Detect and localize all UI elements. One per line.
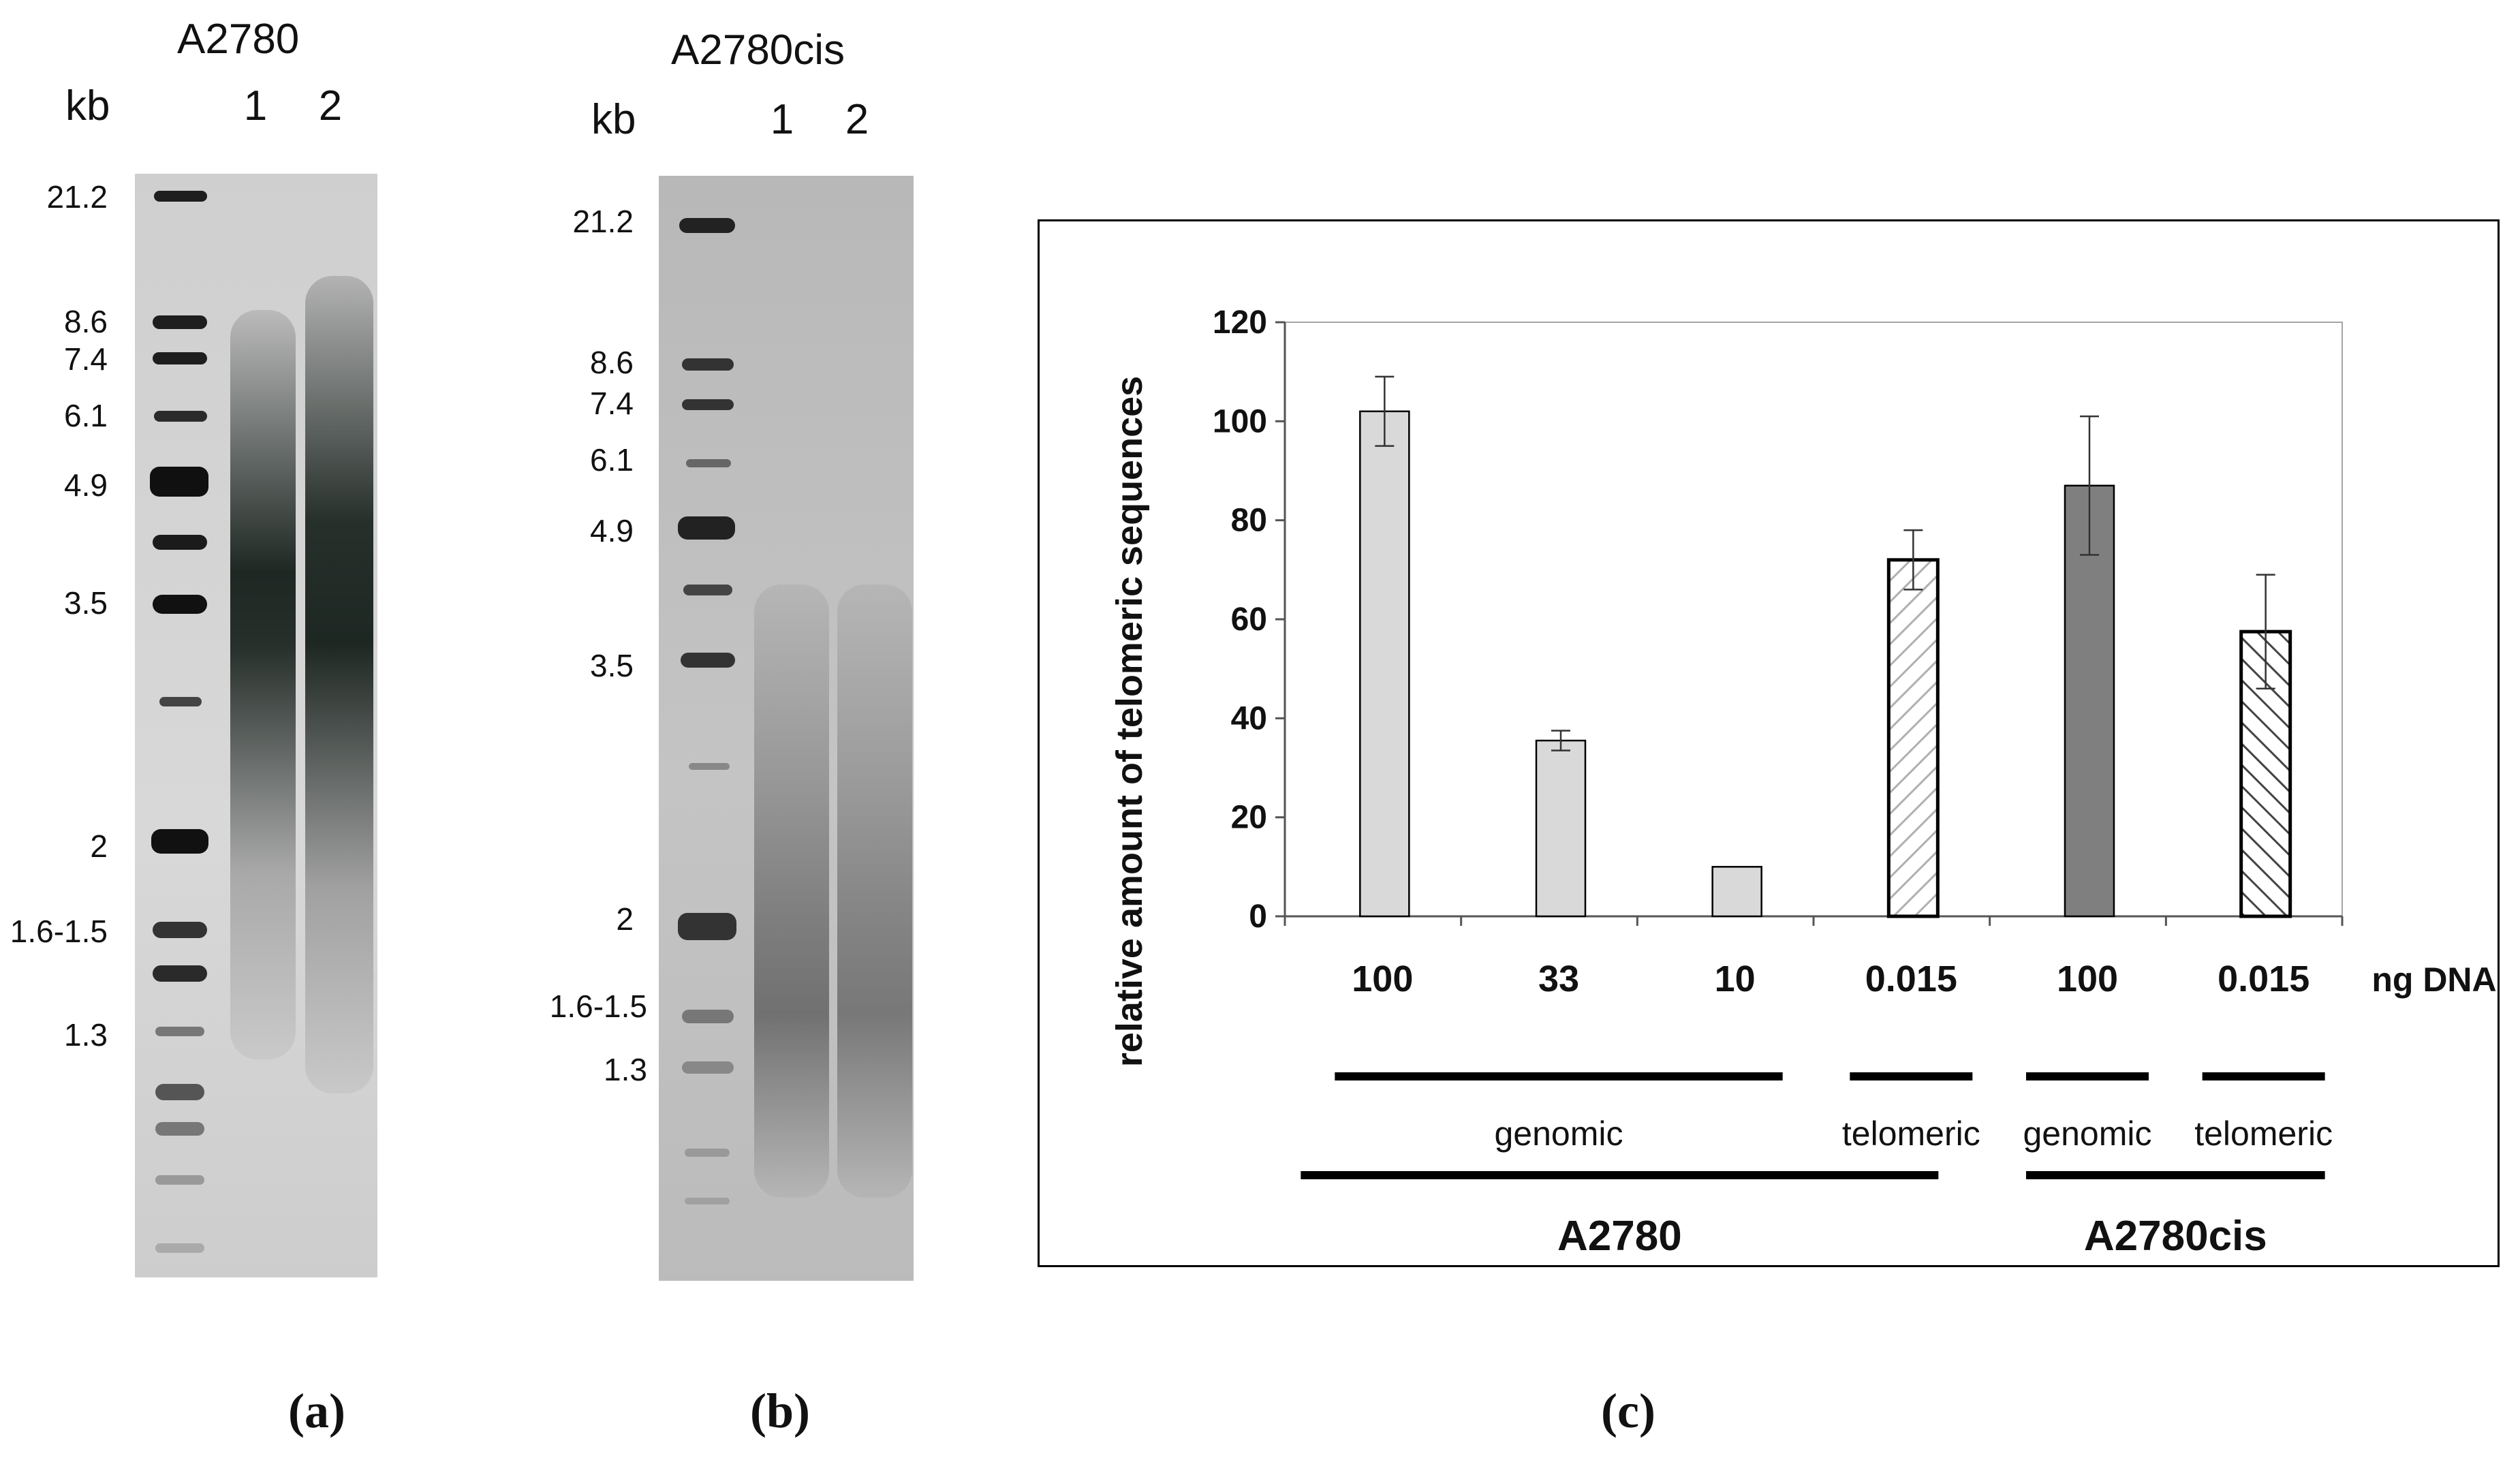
bar — [1711, 866, 1762, 918]
marker-label: 7.4 — [64, 341, 108, 377]
marker-label: 3.5 — [590, 648, 634, 683]
marker-label: 1.3 — [64, 1017, 108, 1053]
marker-label: 1.3 — [604, 1052, 647, 1087]
lane-number: 2 — [318, 82, 343, 129]
marker-label: 3.5 — [64, 585, 108, 621]
marker-label: 2 — [90, 828, 108, 864]
group-label: telomeric — [2194, 1115, 2333, 1153]
marker-label: 4.9 — [590, 513, 634, 548]
marker-label: 6.1 — [64, 398, 108, 433]
gel-image — [135, 174, 377, 1277]
bar — [1359, 410, 1410, 918]
group-label: genomic — [1495, 1115, 1623, 1153]
group-label: genomic — [2023, 1115, 2152, 1153]
group-label: telomeric — [1842, 1115, 1980, 1153]
marker-label: 2 — [616, 901, 634, 937]
kb-label: kb — [65, 82, 110, 129]
y-axis-label: relative amount of telomeric sequences — [1109, 376, 1150, 1067]
y-tick-label: 120 — [1213, 305, 1267, 341]
bar — [1535, 739, 1587, 918]
bar — [1886, 558, 1940, 918]
cell-line-label: A2780 — [1557, 1213, 1682, 1260]
gel-title: A2780cis — [671, 27, 845, 74]
lane-number: 2 — [845, 96, 869, 143]
y-tick-label: 100 — [1213, 403, 1267, 439]
x-tick-label: 10 — [1715, 959, 1756, 999]
panel-caption: (b) — [750, 1384, 810, 1438]
x-tick-label: 100 — [1352, 959, 1413, 999]
gel-title: A2780 — [177, 16, 300, 63]
x-tick-label: 100 — [2057, 959, 2118, 999]
y-tick-label: 80 — [1231, 503, 1267, 539]
gel-image — [659, 176, 914, 1281]
x-tick-label: 0.015 — [2218, 959, 2309, 999]
marker-label: 7.4 — [590, 386, 634, 421]
marker-label: 8.6 — [64, 304, 108, 339]
marker-label: 1.6-1.5 — [549, 989, 647, 1024]
bar — [2064, 484, 2115, 918]
lane-number: 1 — [770, 96, 794, 143]
marker-label: 21.2 — [46, 179, 108, 215]
plot-area — [1284, 322, 2343, 917]
kb-label: kb — [591, 96, 636, 143]
chart-frame: 0 20 40 60 80 100 120 100 33 10 0.015 100 0.015 ng DN… — [1038, 219, 2500, 1267]
y-tick-label: 40 — [1231, 700, 1267, 736]
marker-label: 1.6-1.5 — [10, 914, 108, 949]
panel-caption: (c) — [1601, 1384, 1655, 1438]
panel-caption: (a) — [288, 1384, 345, 1438]
marker-label: 8.6 — [590, 345, 634, 380]
marker-label: 4.9 — [64, 467, 108, 503]
cell-line-label: A2780cis — [2084, 1213, 2267, 1260]
y-tick-label: 0 — [1249, 899, 1267, 935]
lane-number: 1 — [243, 82, 268, 129]
x-tick-label: 0.015 — [1865, 959, 1957, 999]
marker-label: 6.1 — [590, 442, 634, 478]
x-tick-label: 33 — [1538, 959, 1579, 999]
y-tick-label: 20 — [1231, 800, 1267, 836]
bar-chart: 0 20 40 60 80 100 120 100 33 10 0.015 100 0.015 ng DN… — [1109, 305, 2497, 1260]
marker-label: 21.2 — [572, 204, 634, 239]
y-tick-label: 60 — [1231, 602, 1267, 638]
x-axis-label: ng DNA — [2371, 961, 2496, 999]
